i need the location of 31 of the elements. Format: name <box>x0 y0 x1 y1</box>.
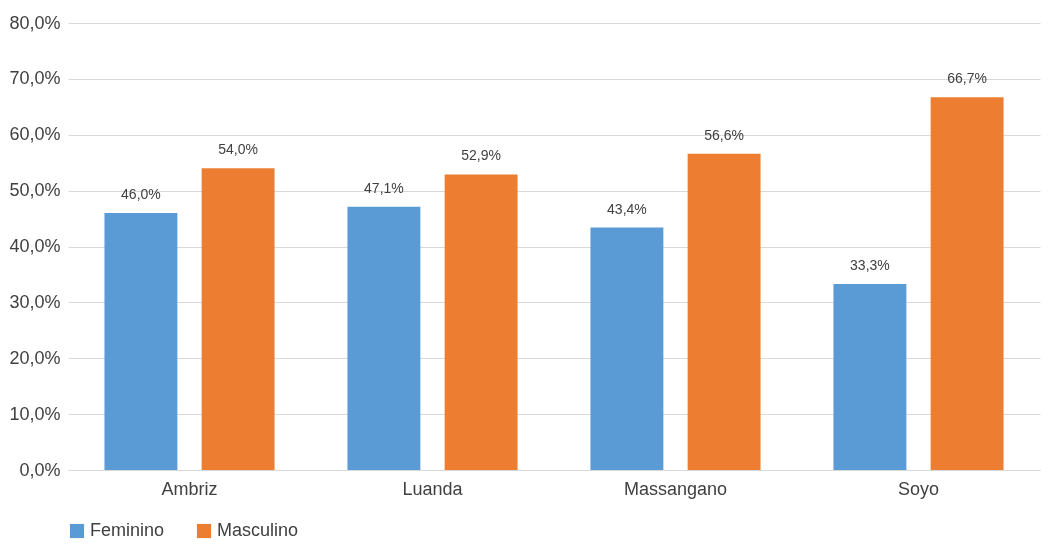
x-tick-label: Massangano <box>623 478 728 499</box>
bar <box>104 212 178 470</box>
bar <box>347 206 421 470</box>
y-tick-label: 50,0% <box>9 180 61 201</box>
bar <box>444 174 518 470</box>
y-tick-label: 70,0% <box>9 68 61 89</box>
x-tick-label: Ambriz <box>161 478 218 499</box>
legend-label: Feminino <box>90 520 165 540</box>
legend-label: Masculino <box>217 520 299 540</box>
x-tick-label: Luanda <box>402 478 464 499</box>
y-tick-label: 40,0% <box>9 236 61 256</box>
data-label: 43,4% <box>607 200 647 217</box>
bar <box>590 227 664 470</box>
bar <box>833 283 907 470</box>
data-label: 52,9% <box>461 147 501 164</box>
y-tick-label: 20,0% <box>9 347 61 368</box>
data-label: 56,6% <box>704 126 744 143</box>
y-tick-label: 10,0% <box>9 403 61 424</box>
y-tick-label: 60,0% <box>9 124 61 145</box>
y-tick-label: 0,0% <box>19 459 61 480</box>
data-label: 54,0% <box>218 141 258 158</box>
bar <box>930 97 1004 470</box>
data-label: 47,1% <box>364 179 404 196</box>
data-label: 66,7% <box>947 70 987 87</box>
data-label: 46,0% <box>121 185 161 202</box>
data-label: 33,3% <box>850 256 890 273</box>
bar <box>201 168 275 470</box>
y-tick-label: 80,0% <box>9 12 61 33</box>
x-tick-label: Soyo <box>897 478 940 499</box>
bar <box>687 153 761 470</box>
y-tick-label: 30,0% <box>9 291 61 312</box>
